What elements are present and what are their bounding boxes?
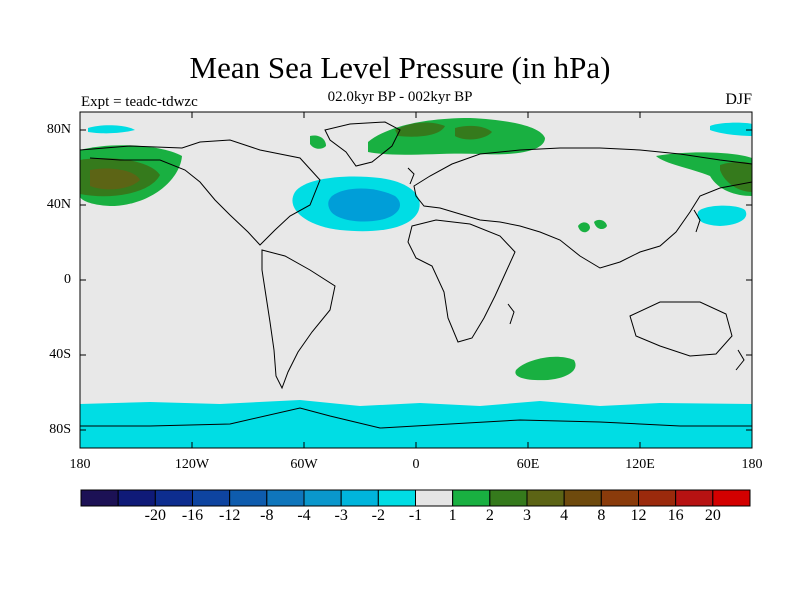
colorbar-label: 20 [704,507,721,524]
africa-outline [407,219,516,343]
tibet-positive-2 [594,219,607,230]
colorbar-label: -8 [260,507,274,524]
season-label: DJF [725,91,752,108]
madagascar-outline [507,303,515,325]
colorbar-swatch [117,489,156,507]
arctic-neg-anomaly [710,122,752,136]
lon-label-120e: 120E [625,457,655,472]
chart-title: Mean Sea Level Pressure (in hPa) [189,50,611,85]
colorbar-swatch [452,489,491,507]
lat-label-80s: 80S [49,422,71,437]
colorbar-swatch [600,489,639,507]
australia-outline [629,301,733,357]
colorbar-swatch [192,489,231,507]
greenland-outline [324,121,401,167]
lon-label-0: 0 [412,457,420,472]
lat-label-0: 0 [64,272,71,287]
colorbar-swatch [489,489,528,507]
colorbar-swatch [80,489,119,507]
colorbar-label: 1 [448,507,457,524]
colorbar-label: 16 [667,507,684,524]
arctic-neg-anomaly-west [88,125,135,134]
colorbar-label: -2 [371,507,385,524]
uk-outline [407,167,415,185]
chart-subtitle: 02.0kyr BP - 002kyr BP [327,89,473,105]
colorbar-swatch [638,489,677,507]
colorbar-swatch [266,489,305,507]
colorbar-label: -12 [218,507,241,524]
colorbar-label: 12 [630,507,647,524]
colorbar-swatch [526,489,565,507]
new-zealand-outline [735,349,745,371]
experiment-label: Expt = teadc-tdwzc [81,94,198,110]
tick-marks [80,112,752,448]
southern-ocean-anomaly [80,400,752,448]
lon-label-60e: 60E [516,457,540,472]
lat-label-80n: 80N [46,122,71,137]
lon-label-180w: 180 [69,457,91,472]
pacific-positive-west-center [90,168,140,190]
colorbar-label: -1 [408,507,423,524]
colorbar-swatch [712,489,751,507]
japan-outline [693,209,701,233]
north-pacific-anomaly [697,205,747,226]
north-america-outline [80,139,321,246]
colorbar-label: -16 [181,507,204,524]
colorbar-swatch [675,489,714,507]
lon-label-120w: 120W [174,457,210,472]
lon-label-60w: 60W [290,457,318,472]
colorbar-label: -20 [144,507,166,524]
south-indian-positive [515,356,576,381]
colorbar-label: 2 [485,507,494,524]
canada-positive [310,135,326,149]
pressure-field [80,118,752,448]
colorbar-swatch [229,489,268,507]
lat-label-40s: 40S [49,347,71,362]
colorbar-swatch [154,489,193,507]
colorbar-swatch [563,489,602,507]
eurasia-outline [413,147,752,269]
map-background [80,112,752,448]
lon-label-180e: 180 [741,457,763,472]
greenland-positive-core [395,122,445,137]
colorbar-swatch [303,489,342,507]
greenland-positive-core-2 [455,125,492,140]
south-america-outline [261,249,336,390]
colorbar-swatch [340,489,379,507]
colorbar-swatch [415,489,454,507]
colorbar-label: 8 [597,507,606,524]
north-atlantic-core [328,188,400,222]
colorbar-label: -4 [297,507,311,524]
colorbar-swatch [377,489,417,507]
coastlines [80,121,752,429]
pacific-positive-east-core [720,161,752,192]
colorbar-label: 3 [523,507,531,524]
colorbar-label: -3 [334,507,348,524]
tibet-positive-1 [578,222,590,233]
colorbar-label: 4 [560,507,569,524]
lat-label-40n: 40N [46,197,71,212]
antarctica-outline [80,407,752,429]
